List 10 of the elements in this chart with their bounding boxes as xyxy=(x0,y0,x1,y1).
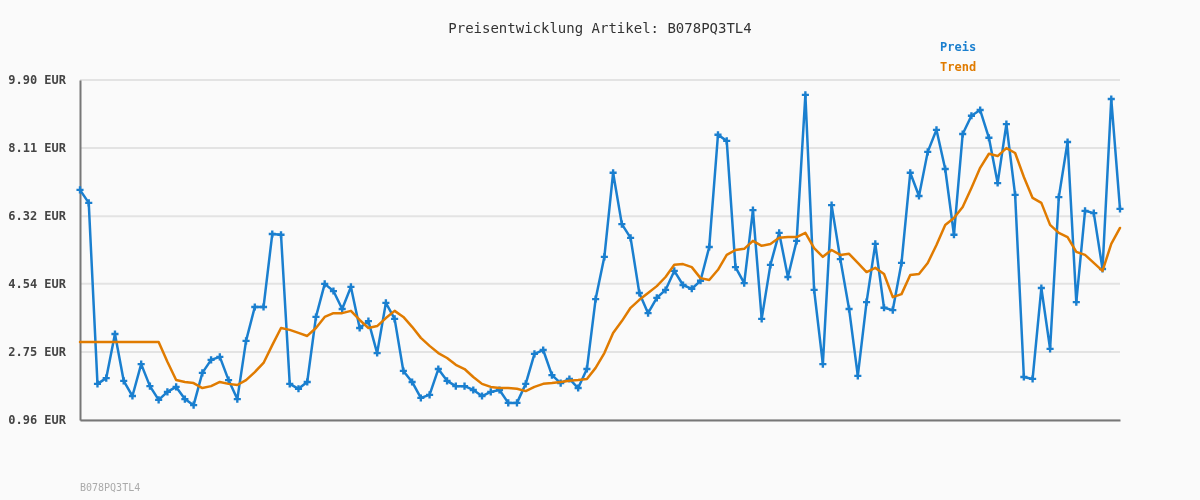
chart-title: Preisentwicklung Artikel: B078PQ3TL4 xyxy=(448,20,752,36)
y-tick-label: 6.32 EUR xyxy=(8,209,67,224)
y-tick-label: 9.90 EUR xyxy=(8,73,67,88)
y-tick-label: 8.11 EUR xyxy=(8,141,67,156)
y-tick-label: 4.54 EUR xyxy=(8,277,67,292)
text: Trend xyxy=(940,60,977,74)
text: B078PQ3TL4 xyxy=(80,482,141,493)
y-tick-label: 2.75 EUR xyxy=(8,345,67,360)
y-tick-label: 0.96 EUR xyxy=(8,413,67,428)
text: Preis xyxy=(940,40,977,54)
